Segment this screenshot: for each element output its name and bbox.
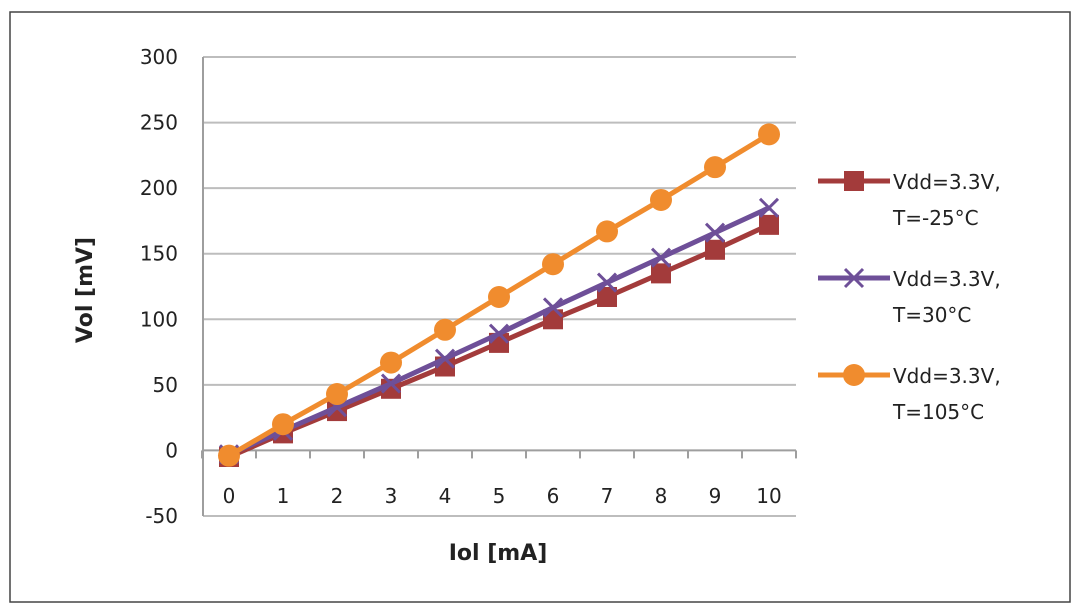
axes [201, 57, 797, 516]
data-point [596, 220, 618, 243]
data-point [218, 444, 240, 467]
data-point [650, 188, 672, 211]
legend-label: T=105°C [892, 400, 984, 424]
data-point [704, 222, 726, 243]
legend-entry-1: Vdd=3.3V, T=-25°C [818, 170, 1001, 230]
data-point [758, 197, 780, 218]
data-point [434, 348, 456, 369]
y-tick-label: 50 [153, 373, 178, 397]
data-point [542, 253, 564, 276]
data-point [597, 286, 617, 307]
y-tick-label: 150 [140, 242, 178, 266]
series-group [218, 123, 780, 467]
data-point [434, 318, 456, 341]
x-tick-label: 0 [223, 484, 236, 508]
chart-frame [9, 11, 1071, 603]
legend: Vdd=3.3V,T=-25°CVdd=3.3V,T=30°CVdd=3.3V,… [818, 170, 1001, 424]
x-axis-label: Iol [mA] [449, 541, 548, 566]
data-point [651, 263, 671, 284]
y-tick-label: 100 [140, 307, 178, 331]
data-point [488, 285, 510, 308]
y-axis-label: Vol [mV] [73, 237, 98, 343]
data-point [759, 214, 779, 235]
x-tick-label: 5 [493, 484, 506, 508]
x-tick-label: 9 [709, 484, 722, 508]
data-point [705, 239, 725, 260]
data-point [704, 156, 726, 179]
x-tick-label: 4 [439, 484, 452, 508]
x-tick-label: 3 [385, 484, 398, 508]
x-tick-label: 2 [331, 484, 344, 508]
data-point [650, 247, 672, 268]
data-point [380, 351, 402, 374]
x-tick-label: 8 [655, 484, 668, 508]
series-line [227, 205, 771, 457]
y-tick-label: 250 [140, 111, 178, 135]
series-2 [218, 197, 780, 465]
legend-marker [843, 267, 865, 289]
x-tick-label: 10 [756, 484, 781, 508]
x-tick-label: 1 [277, 484, 290, 508]
legend-marker [844, 171, 864, 191]
y-tick-label: 300 [140, 45, 178, 69]
data-point [488, 323, 510, 344]
legend-label: Vdd=3.3V, [893, 267, 1001, 291]
legend-label: T=-25°C [892, 206, 979, 230]
legend-entry-3: Vdd=3.3V, T=105°C [818, 364, 1001, 424]
series-3 [218, 123, 780, 467]
gridlines [203, 56, 796, 517]
series-1 [219, 214, 779, 467]
legend-label: Vdd=3.3V, [893, 364, 1001, 388]
x-tick-labels: 0 1 2 3 4 5 6 7 8 9 10 [223, 484, 782, 508]
legend-entry-2: Vdd=3.3V, T=30°C [818, 267, 1001, 327]
data-point [272, 413, 294, 436]
legend-label: Vdd=3.3V, [893, 170, 1001, 194]
data-point [380, 373, 402, 394]
data-point [596, 272, 618, 293]
x-tick-label: 6 [547, 484, 560, 508]
y-tick-label: -50 [145, 504, 178, 528]
data-point [326, 383, 348, 406]
legend-label: T=30°C [892, 303, 971, 327]
data-point [758, 123, 780, 146]
y-tick-label: 0 [165, 438, 178, 462]
y-tick-label: 200 [140, 176, 178, 200]
data-point [542, 297, 564, 318]
y-tick-labels: -50 0 50 100 150 200 250 300 [140, 45, 178, 528]
x-tick-label: 7 [601, 484, 614, 508]
legend-marker [843, 364, 865, 386]
